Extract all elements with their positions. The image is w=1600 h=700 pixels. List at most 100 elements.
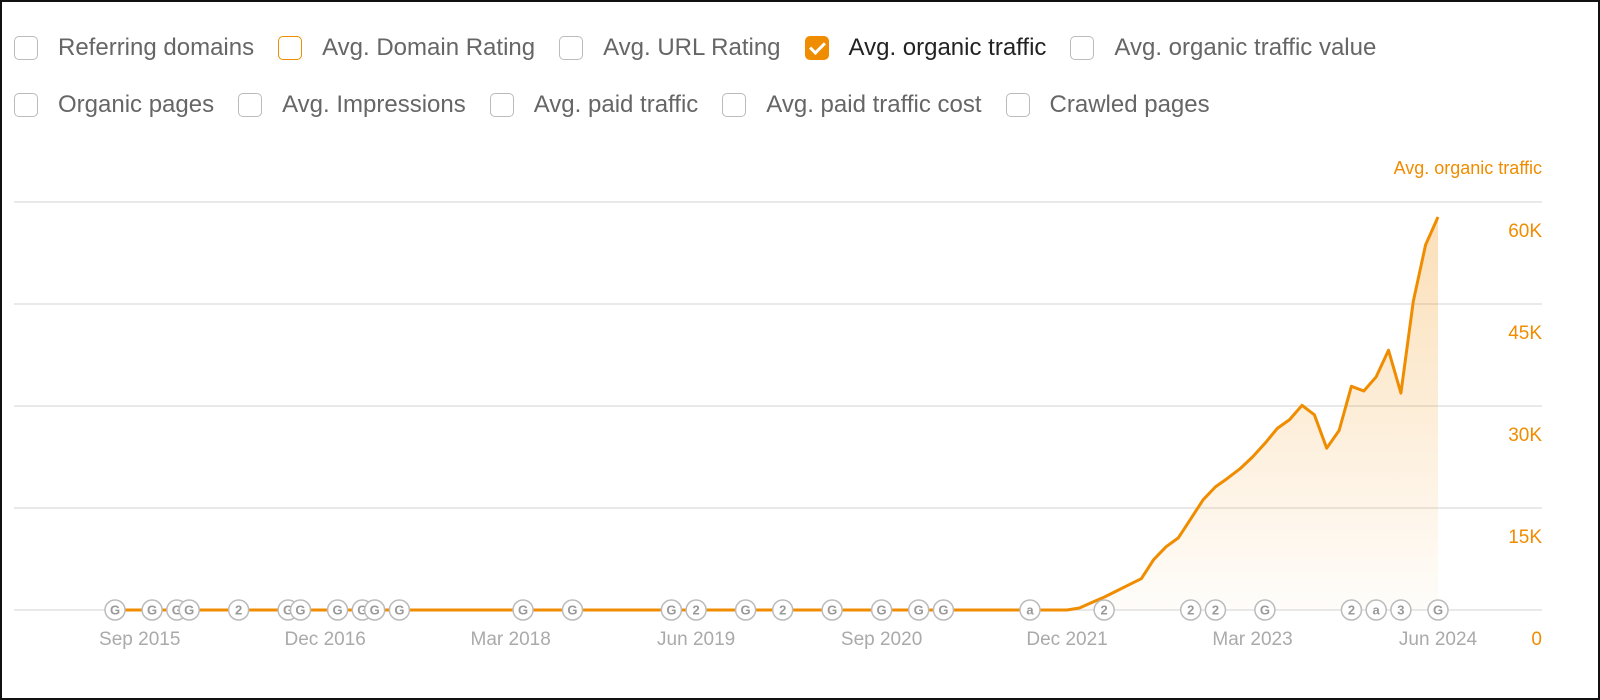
annotation-marker — [660, 599, 683, 621]
annotation-marker — [685, 599, 707, 621]
annotation-label: 2 — [1101, 602, 1108, 617]
annotation-marker — [104, 599, 126, 621]
annotation-label: G — [172, 602, 182, 617]
metric-checkbox[interactable]: Organic pages — [14, 91, 214, 119]
checkbox-label[interactable]: Referring domains — [58, 34, 255, 61]
metric-checkbox[interactable]: Avg. organic traffic — [804, 34, 1047, 62]
annotation-marker — [388, 599, 411, 621]
y-tick-label: 60K — [1508, 221, 1542, 242]
annotation-label: G — [110, 602, 120, 617]
annotation-marker — [932, 599, 955, 621]
annotation-marker — [907, 599, 930, 621]
annotation-label: G — [394, 602, 404, 617]
metric-checkbox[interactable]: Avg. paid traffic — [489, 91, 699, 119]
checkbox[interactable] — [804, 36, 829, 60]
filter-row: Referring domains Avg. Domain Rating Avg. … — [14, 26, 1584, 70]
annotation-label: 2 — [1212, 602, 1219, 617]
checkbox[interactable] — [14, 93, 38, 117]
annotation-marker — [1427, 599, 1449, 621]
annotation-label: G — [567, 602, 577, 617]
metric-checkbox[interactable]: Avg. paid traffic cost — [722, 91, 982, 119]
annotation-label: 3 — [1397, 602, 1404, 617]
checkbox-label[interactable]: Avg. Domain Rating — [322, 34, 536, 61]
checkbox-label[interactable]: Avg. paid traffic cost — [766, 91, 982, 118]
x-tick-label: Dec 2016 — [285, 629, 366, 650]
checkbox[interactable] — [722, 93, 747, 117]
annotation-marker — [326, 599, 349, 621]
y-tick-label: 45K — [1508, 323, 1542, 344]
annotation-marker — [1365, 599, 1387, 621]
annotation-marker — [1204, 599, 1227, 621]
checkbox-label[interactable]: Avg. URL Rating — [603, 34, 781, 61]
metric-filters: Referring domains Avg. Domain Rating Avg. … — [14, 26, 1584, 140]
annotation-marker — [1254, 599, 1276, 621]
checkbox-label[interactable]: Avg. Impressions — [282, 91, 466, 118]
annotation-marker — [1179, 599, 1202, 621]
checkbox-label[interactable]: Avg. paid traffic — [533, 91, 699, 118]
checkbox[interactable] — [238, 93, 263, 117]
checkbox[interactable] — [559, 36, 584, 60]
filter-row: Organic pages Avg. Impressions Avg. paid t… — [14, 83, 1584, 127]
annotation-label: a — [1373, 602, 1381, 617]
annotation-label: G — [147, 602, 157, 617]
annotation-marker — [734, 599, 757, 621]
y-tick-label: 15K — [1508, 527, 1542, 548]
annotation-label: G — [827, 602, 837, 617]
annotation-marker — [821, 599, 843, 621]
y-tick-label: 0 — [1531, 629, 1542, 650]
annotation-label: G — [370, 602, 380, 617]
annotation-label: G — [184, 602, 194, 617]
metric-checkbox[interactable]: Avg. Domain Rating — [278, 34, 535, 62]
annotation-marker — [512, 599, 534, 621]
x-tick-label: Sep 2020 — [841, 629, 922, 650]
checkbox[interactable] — [14, 36, 38, 60]
annotation-label: G — [1260, 602, 1270, 617]
annotation-label: G — [938, 602, 948, 617]
annotation-label: G — [283, 602, 293, 617]
annotation-marker — [870, 599, 893, 621]
annotation-label: 2 — [235, 602, 242, 617]
annotation-marker — [141, 599, 163, 621]
annotation-marker — [1340, 599, 1363, 621]
checkbox-label[interactable]: Organic pages — [58, 91, 215, 118]
annotation-marker — [289, 599, 312, 621]
checkbox[interactable] — [1005, 93, 1030, 117]
metric-checkbox[interactable]: Avg. organic traffic value — [1070, 34, 1376, 62]
checkbox-label[interactable]: Avg. organic traffic — [848, 34, 1047, 61]
x-tick-label: Mar 2018 — [471, 629, 551, 650]
annotation-label: G — [357, 602, 367, 617]
annotation-label: 2 — [779, 602, 786, 617]
annotation-label: G — [666, 602, 676, 617]
checkbox[interactable] — [489, 93, 514, 117]
x-tick-label: Jun 2024 — [1399, 629, 1478, 650]
y-axis-title: Avg. organic traffic — [1394, 158, 1542, 178]
metric-checkbox[interactable]: Referring domains — [14, 34, 254, 62]
checkbox-label[interactable]: Avg. organic traffic value — [1114, 34, 1377, 61]
metric-checkbox[interactable]: Avg. Impressions — [238, 91, 466, 119]
y-tick-label: 30K — [1508, 425, 1542, 446]
annotation-label: a — [1026, 602, 1034, 617]
checkbox[interactable] — [278, 36, 303, 60]
annotation-marker — [227, 599, 250, 621]
annotation-marker — [363, 599, 386, 621]
metric-checkbox[interactable]: Crawled pages — [1005, 91, 1210, 119]
metric-checkbox[interactable]: Avg. URL Rating — [559, 34, 781, 62]
annotation-label: G — [332, 602, 342, 617]
annotation-marker — [1093, 599, 1115, 621]
annotation-label: G — [914, 602, 924, 617]
annotation-marker — [561, 599, 584, 621]
annotation-label: G — [741, 602, 751, 617]
annotation-marker — [771, 599, 794, 621]
annotation-marker — [178, 599, 200, 621]
annotation-label: G — [295, 602, 305, 617]
checkbox[interactable] — [1070, 36, 1095, 60]
x-tick-label: Dec 2021 — [1026, 629, 1107, 650]
x-tick-label: Mar 2023 — [1212, 629, 1292, 650]
annotation-label: 2 — [693, 602, 700, 617]
checkbox-label[interactable]: Crawled pages — [1049, 91, 1210, 118]
annotation-label: G — [877, 602, 887, 617]
annotation-marker — [1019, 599, 1041, 621]
annotation-label: 2 — [1187, 602, 1194, 617]
